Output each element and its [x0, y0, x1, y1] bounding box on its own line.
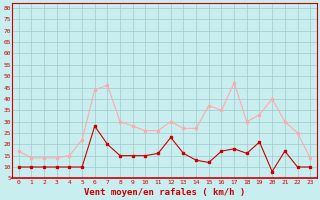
X-axis label: Vent moyen/en rafales ( km/h ): Vent moyen/en rafales ( km/h )	[84, 188, 245, 197]
